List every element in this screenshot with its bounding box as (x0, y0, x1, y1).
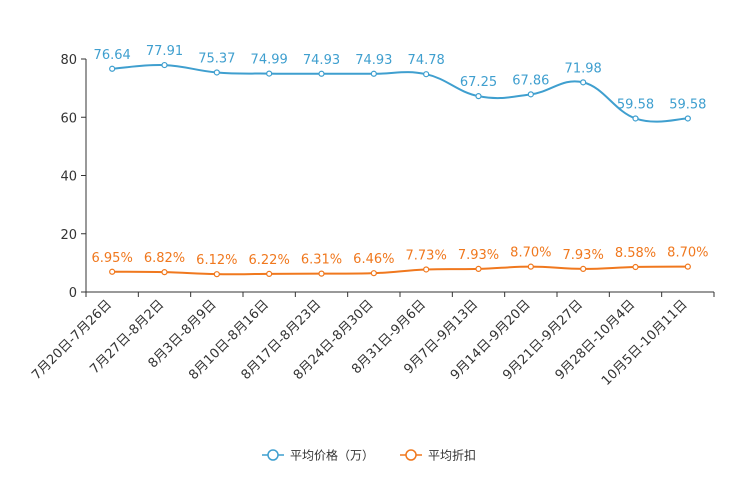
data-point (161, 61, 168, 69)
x-axis-ticks: 7月20日-7月26日7月27日-8月2日8月3日-8月9日8月10日-8月16… (29, 292, 715, 389)
data-point (161, 269, 168, 276)
data-label: 6.22% (249, 253, 290, 268)
data-label: 74.99 (251, 53, 288, 68)
data-point (318, 70, 325, 77)
data-point (109, 65, 116, 72)
legend-marker-icon (405, 449, 417, 461)
data-label: 6.46% (353, 252, 394, 267)
data-label: 7.73% (406, 248, 447, 263)
legend-marker-icon (267, 449, 279, 461)
data-label: 8.70% (510, 246, 551, 261)
data-label: 6.31% (301, 253, 342, 268)
legend: 平均价格（万） 平均折扣 (262, 448, 476, 463)
data-point (475, 93, 482, 100)
data-point (527, 263, 534, 270)
data-label: 59.58 (617, 97, 654, 112)
data-label: 6.82% (144, 251, 185, 266)
series-layer: 76.64 77.91 75.37 74.99 74.93 74.93 74.78 67.25… (92, 44, 708, 278)
data-point (318, 270, 325, 277)
series-line-0 (112, 64, 688, 123)
legend-item-1: 平均折扣 (400, 448, 476, 463)
data-label: 7.93% (563, 248, 604, 263)
data-point (684, 263, 691, 270)
data-point (527, 91, 534, 98)
data-label: 74.93 (303, 53, 340, 68)
y-tick-label: 60 (60, 111, 77, 126)
data-point (475, 265, 482, 273)
data-label: 74.93 (355, 53, 392, 68)
data-label: 67.25 (460, 75, 497, 90)
data-label: 75.37 (198, 51, 235, 66)
data-point (109, 268, 116, 275)
data-label: 8.70% (667, 246, 708, 261)
data-label: 77.91 (146, 44, 183, 59)
legend-label: 平均折扣 (428, 448, 476, 463)
series-1: 6.95% 6.82% 6.12% 6.22% 6.31% 6.46% 7.73% 7.93%… (92, 246, 708, 278)
data-label: 74.78 (408, 53, 445, 68)
data-label: 7.93% (458, 248, 499, 263)
series-line-1 (112, 265, 688, 276)
series-0: 76.64 77.91 75.37 74.99 74.93 74.93 74.78 67.25… (94, 44, 706, 123)
data-label: 6.12% (196, 253, 237, 268)
y-tick-label: 0 (69, 286, 77, 301)
y-tick-label: 80 (60, 53, 77, 68)
data-point (423, 266, 430, 273)
data-point (266, 70, 273, 77)
data-point (213, 69, 220, 76)
data-point (632, 115, 639, 122)
data-label: 6.95% (92, 251, 133, 266)
data-label: 67.86 (512, 73, 549, 88)
data-label: 8.58% (615, 246, 656, 261)
data-point (684, 115, 691, 122)
data-point (266, 270, 273, 277)
y-tick-label: 40 (60, 170, 77, 185)
legend-item-0: 平均价格（万） (262, 448, 374, 463)
data-point (370, 70, 377, 77)
y-tick-label: 20 (60, 228, 77, 243)
data-label: 59.58 (669, 97, 706, 112)
data-point (580, 265, 587, 273)
data-point (423, 71, 430, 78)
data-label: 71.98 (565, 61, 602, 76)
y-axis-ticks: 0 20 40 60 80 (60, 53, 86, 301)
data-label: 76.64 (94, 48, 131, 63)
data-point (213, 271, 220, 278)
legend-label: 平均价格（万） (290, 448, 374, 463)
data-point (370, 270, 377, 277)
data-point (580, 79, 587, 86)
data-point (632, 263, 639, 271)
